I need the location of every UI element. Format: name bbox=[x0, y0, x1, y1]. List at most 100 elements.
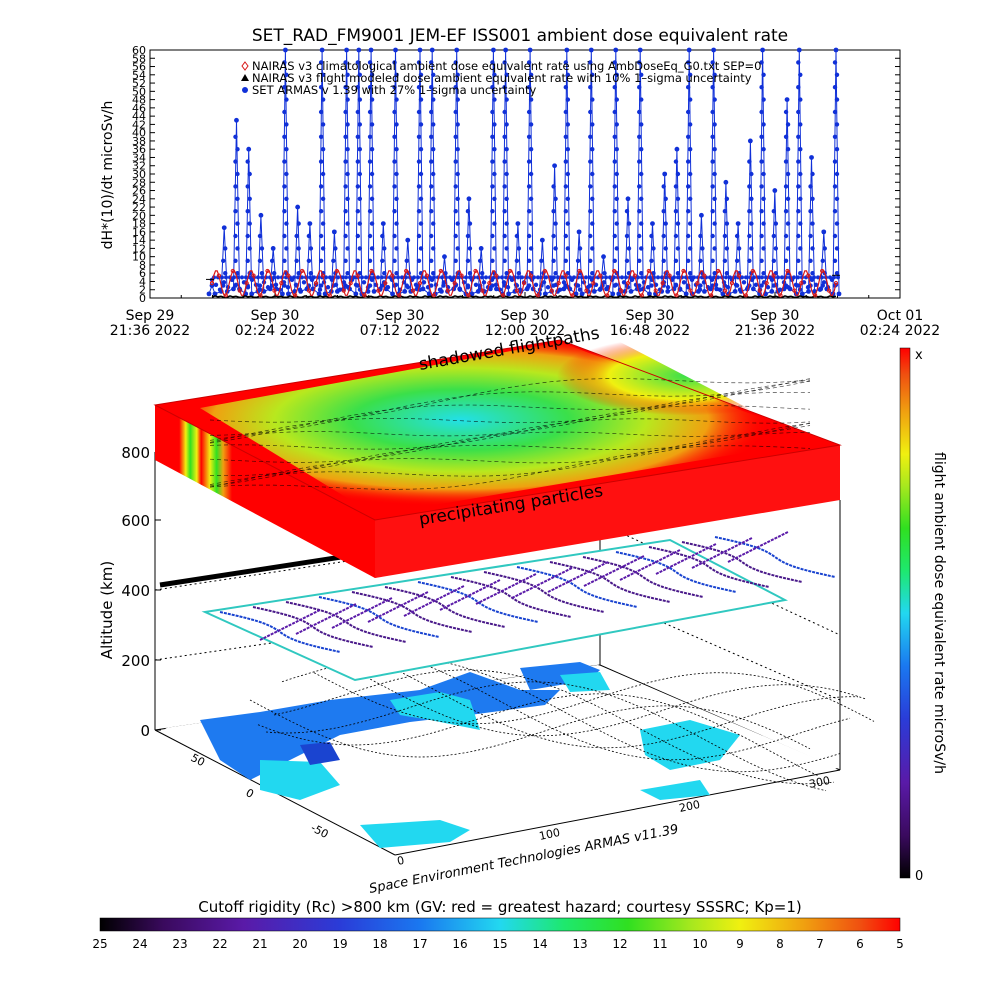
armas-point bbox=[602, 271, 607, 276]
y-tick-label: 28 bbox=[132, 176, 146, 189]
y-tick-label: 52 bbox=[132, 77, 146, 90]
armas-point bbox=[431, 246, 436, 251]
armas-point bbox=[394, 246, 399, 251]
armas-point bbox=[455, 122, 460, 127]
armas-point bbox=[687, 171, 693, 177]
armas-point bbox=[812, 275, 816, 280]
armas-point bbox=[429, 233, 434, 239]
armas-point bbox=[565, 246, 571, 251]
armas-point bbox=[759, 258, 764, 263]
armas-point bbox=[722, 209, 728, 214]
armas-point bbox=[552, 275, 556, 280]
armas-point bbox=[588, 258, 593, 263]
armas-point bbox=[614, 147, 619, 152]
armas-point bbox=[832, 233, 838, 239]
armas-point bbox=[673, 258, 679, 263]
armas-point bbox=[312, 275, 316, 280]
armas-point bbox=[502, 109, 507, 115]
armas-point bbox=[467, 221, 473, 226]
orbit-track bbox=[219, 611, 341, 653]
armas-point bbox=[492, 122, 497, 127]
armas-point bbox=[526, 134, 532, 139]
armas-point bbox=[353, 291, 359, 297]
armas-point bbox=[464, 275, 468, 280]
horizontal-colorbar-gradient bbox=[99, 917, 901, 932]
armas-point bbox=[724, 246, 730, 251]
armas-point bbox=[712, 72, 717, 78]
armas-point bbox=[380, 233, 385, 239]
armas-point bbox=[612, 275, 616, 280]
armas-point bbox=[747, 258, 752, 263]
y-tick-label: 32 bbox=[132, 160, 146, 173]
armas-point bbox=[345, 72, 350, 78]
armas-point bbox=[639, 122, 644, 127]
armas-point bbox=[405, 237, 411, 243]
armas-point bbox=[429, 184, 434, 189]
armas-point bbox=[796, 184, 801, 189]
armas-point bbox=[369, 196, 375, 201]
y-tick-label: 4 bbox=[139, 275, 146, 288]
armas-point bbox=[624, 275, 628, 280]
armas-point bbox=[502, 209, 507, 214]
armas-point bbox=[616, 291, 622, 297]
armas-point bbox=[773, 246, 779, 251]
armas-point bbox=[343, 258, 348, 263]
armas-point bbox=[353, 282, 359, 287]
armas-point bbox=[771, 209, 777, 214]
armas-point bbox=[687, 72, 693, 78]
armas-point bbox=[834, 171, 840, 177]
armas-point bbox=[404, 258, 409, 263]
armas-point bbox=[235, 246, 240, 251]
armas-point bbox=[247, 246, 252, 251]
armas-point bbox=[492, 97, 497, 102]
series-nairas-climatological bbox=[206, 268, 840, 298]
armas-point bbox=[418, 221, 424, 226]
armas-point bbox=[392, 258, 397, 263]
armas-point bbox=[832, 209, 838, 214]
armas-point bbox=[282, 109, 287, 115]
armas-point bbox=[526, 209, 532, 214]
armas-point bbox=[628, 288, 634, 294]
armas-point bbox=[245, 159, 250, 164]
armas-point bbox=[355, 258, 361, 263]
armas-point bbox=[785, 221, 791, 226]
armas-point bbox=[614, 196, 619, 201]
armas-point bbox=[747, 209, 752, 214]
armas-point bbox=[785, 196, 791, 201]
armas-point bbox=[785, 147, 791, 152]
armas-point bbox=[813, 282, 819, 287]
y-tick-label: 2 bbox=[139, 284, 146, 297]
hazard-slab bbox=[153, 339, 842, 578]
y-tick-label: 38 bbox=[132, 135, 146, 148]
armas-point bbox=[698, 233, 703, 239]
armas-point bbox=[565, 196, 571, 201]
armas-point bbox=[665, 285, 671, 290]
horizontal-colorbar-label: 9 bbox=[736, 937, 744, 951]
armas-point bbox=[545, 285, 551, 290]
armas-point bbox=[639, 97, 644, 102]
armas-point bbox=[455, 147, 460, 152]
armas-point bbox=[515, 221, 521, 227]
armas-point bbox=[285, 285, 291, 290]
orbit-track bbox=[285, 601, 407, 643]
armas-point bbox=[221, 280, 227, 285]
shadow-track bbox=[209, 432, 811, 485]
y-tick-label: 30 bbox=[132, 168, 146, 181]
armas-point bbox=[645, 285, 651, 290]
armas-point bbox=[380, 283, 385, 288]
legend-label: SET ARMAS v 1.39 with 27% 1–sigma uncert… bbox=[252, 83, 537, 97]
armas-point bbox=[235, 196, 240, 201]
armas-point bbox=[773, 221, 779, 226]
armas-point bbox=[369, 147, 375, 152]
armas-point bbox=[761, 147, 766, 152]
armas-point bbox=[265, 285, 271, 290]
armas-point bbox=[357, 72, 363, 78]
armas-point bbox=[416, 60, 422, 65]
armas-point bbox=[369, 97, 375, 102]
y-ticks: 0246810121416182022242628303234363840424… bbox=[132, 44, 900, 305]
orbit-track bbox=[655, 543, 717, 575]
armas-point bbox=[785, 285, 791, 290]
armas-point bbox=[749, 171, 754, 177]
armas-point bbox=[577, 246, 583, 251]
armas-point bbox=[651, 246, 656, 251]
